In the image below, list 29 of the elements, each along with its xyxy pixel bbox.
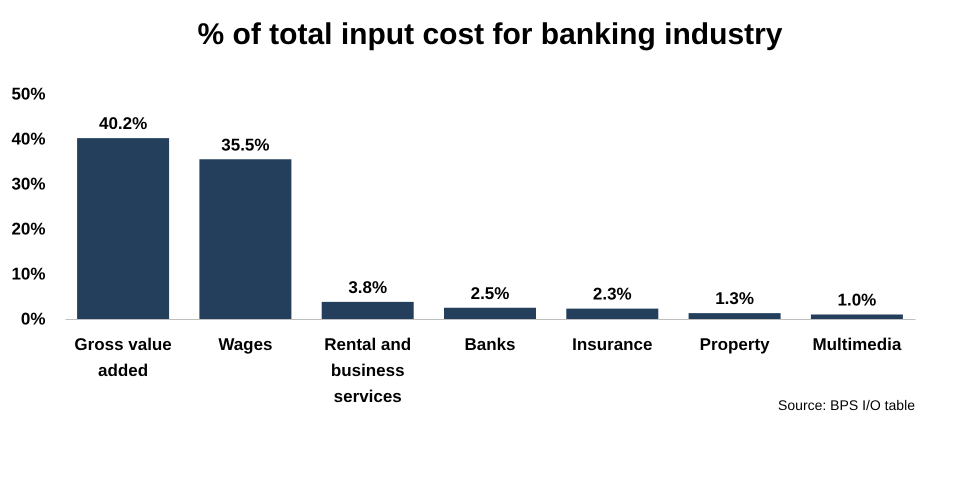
data-label: 40.2% xyxy=(98,114,148,134)
data-label: 2.5% xyxy=(470,284,510,303)
bar xyxy=(199,159,292,319)
x-tick-label: Gross value added xyxy=(74,335,172,380)
y-tick-label: 20% xyxy=(11,220,46,238)
bar xyxy=(77,138,170,319)
bar xyxy=(566,308,658,319)
data-label: 35.5% xyxy=(221,135,270,154)
chart-title: % of total input cost for banking industry xyxy=(198,18,783,51)
data-label: 3.8% xyxy=(348,278,388,297)
x-tick-label: Wages xyxy=(218,335,272,354)
y-tick-label: 0% xyxy=(20,310,46,328)
x-tick-label: Property xyxy=(700,335,770,354)
data-label: 2.3% xyxy=(592,284,632,304)
x-tick-label: Insurance xyxy=(572,335,652,354)
x-tick-label: Rental and business services xyxy=(324,335,412,406)
data-label: 1.3% xyxy=(715,289,754,308)
bar xyxy=(810,314,903,319)
y-tick-label: 10% xyxy=(11,264,46,284)
x-tick-label: Multimedia xyxy=(812,335,902,354)
bar xyxy=(322,302,414,319)
bar xyxy=(444,308,536,319)
y-tick-label: 40% xyxy=(11,130,46,148)
source-note: Source: BPS I/O table xyxy=(778,397,916,413)
bar xyxy=(688,313,781,319)
y-tick-label: 50% xyxy=(11,84,46,104)
x-tick-label: Banks xyxy=(464,335,516,354)
y-tick-label: 30% xyxy=(11,174,46,194)
data-label: 1.0% xyxy=(838,290,876,310)
